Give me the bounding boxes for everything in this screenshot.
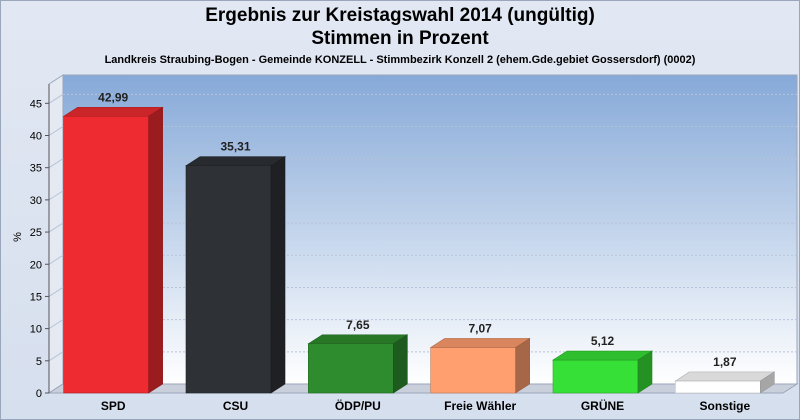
bar-top (429, 338, 531, 348)
x-category-label: ÖDP/PU (335, 398, 381, 413)
y-axis-label: % (12, 232, 24, 242)
bar-front (430, 347, 516, 394)
bar-side (270, 156, 286, 394)
bar-csu (184, 156, 287, 394)
bar-front (675, 380, 761, 394)
x-category-label: GRÜNE (581, 398, 624, 413)
y-tick-label: 35 (30, 163, 42, 175)
grid-line-side (48, 287, 64, 297)
bar-front (63, 115, 149, 394)
grid-line-side (48, 254, 64, 265)
y-tick-label: 30 (30, 195, 42, 207)
grid-line-side (48, 222, 64, 233)
bar-side (393, 334, 408, 394)
bar-value-label: 35,31 (220, 140, 250, 154)
bar-grüne (551, 350, 654, 394)
bar-top (62, 106, 164, 117)
grid-line-side (48, 351, 64, 362)
bar-side (515, 337, 530, 394)
chart-title: Ergebnis zur Kreistagswahl 2014 (ungülti… (1, 4, 799, 50)
y-tick-label: 20 (30, 259, 42, 271)
grid-line-side (48, 93, 64, 104)
bar-front (308, 343, 394, 394)
chart-subtitle: Landkreis Straubing-Bogen - Gemeinde KON… (104, 54, 696, 66)
bar-value-label: 5,12 (591, 334, 615, 348)
y-tick-label: 45 (30, 98, 42, 110)
bar-value-label: 7,07 (468, 321, 492, 335)
plot-back-wall (62, 74, 798, 385)
bar-top (307, 334, 409, 345)
bar-side (637, 350, 653, 394)
y-tick-label: 40 (30, 131, 42, 143)
bar-spd (62, 106, 164, 394)
bar-top (184, 156, 287, 166)
grid-line-side (48, 190, 64, 201)
grid-line-side (48, 158, 64, 169)
bar-value-label: 42,99 (98, 90, 128, 104)
y-tick-label: 5 (36, 356, 42, 368)
x-category-label: SPD (101, 399, 126, 413)
bar-value-label: 1,87 (713, 355, 737, 369)
bar-sonstige (674, 371, 776, 394)
x-category-label: CSU (223, 399, 248, 413)
bar-side (148, 106, 163, 394)
bar-front (552, 359, 639, 394)
y-tick-label: 25 (30, 227, 42, 239)
bar-top (551, 350, 654, 361)
x-category-label: Freie Wähler (444, 399, 516, 413)
chart-title-line1: Ergebnis zur Kreistagswahl 2014 (ungülti… (205, 5, 595, 26)
grid-line-side (48, 319, 64, 330)
grid-line-side (48, 126, 64, 136)
bar-top (674, 371, 776, 382)
y-tick-label: 0 (36, 388, 42, 400)
y-tick-label: 10 (30, 324, 42, 336)
plot-side-wall (48, 74, 64, 394)
x-category-label: Sonstige (699, 399, 750, 413)
bar-freie-wähler (429, 337, 531, 394)
y-tick-label: 15 (30, 291, 42, 303)
bar-value-label: 7,65 (346, 318, 370, 332)
bar-ödp-pu (307, 334, 409, 394)
chart-title-line2: Stimmen in Prozent (311, 28, 489, 49)
bar-side (760, 371, 775, 394)
bar-front (185, 165, 272, 394)
